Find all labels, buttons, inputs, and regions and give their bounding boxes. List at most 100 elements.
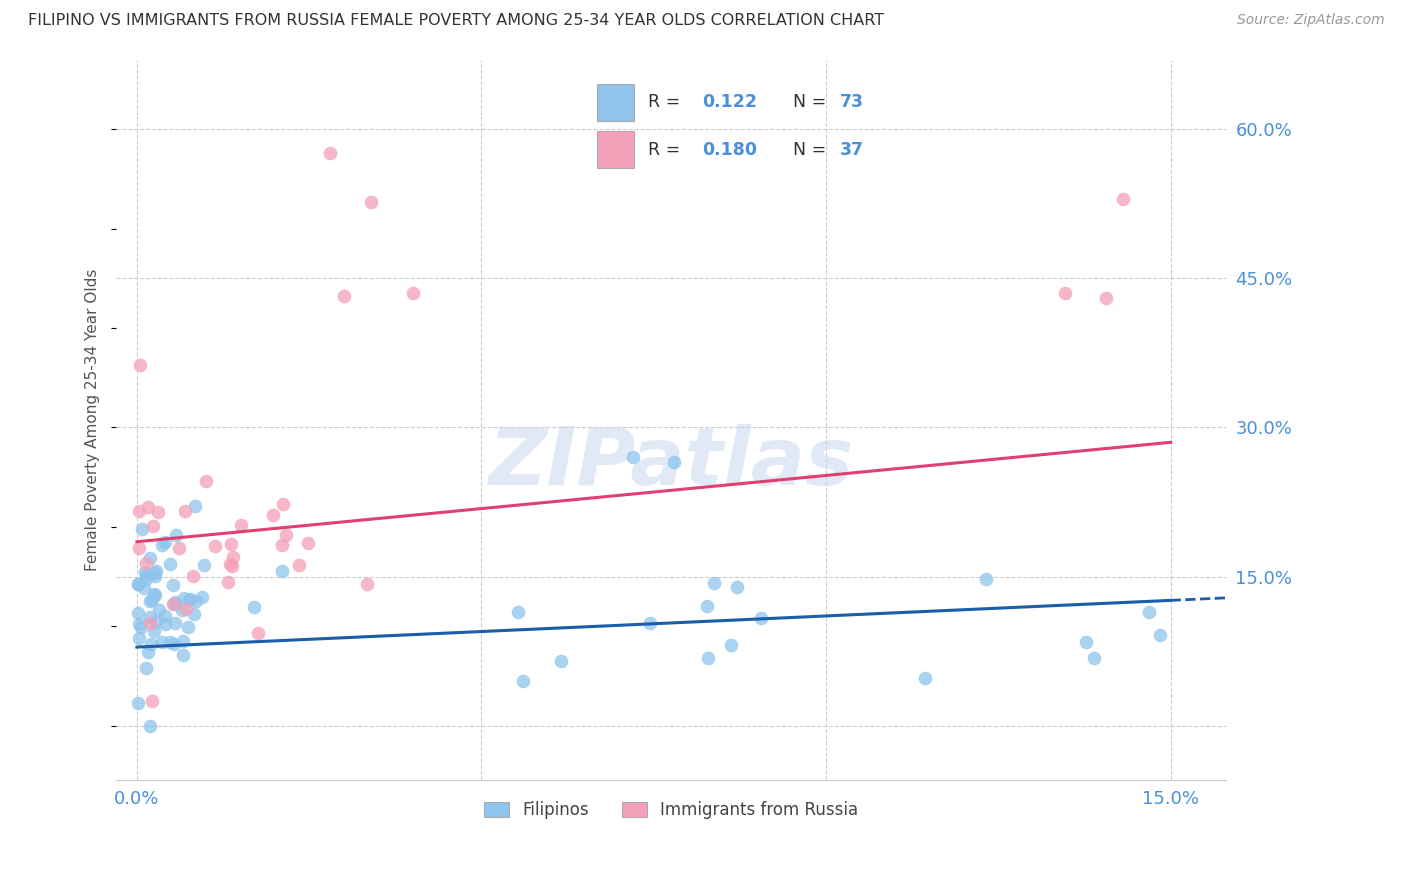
Point	[297, 536, 319, 550]
Point	[153, 534, 176, 549]
Point	[179, 592, 201, 607]
Text: R =: R =	[648, 141, 686, 159]
Point	[703, 576, 725, 591]
Point	[167, 541, 190, 555]
Point	[134, 581, 156, 595]
Point	[141, 592, 163, 607]
Point	[143, 566, 166, 580]
Point	[172, 648, 194, 662]
Point	[550, 654, 572, 668]
Point	[150, 634, 173, 648]
Text: 73: 73	[841, 94, 865, 112]
Point	[131, 619, 153, 633]
Point	[276, 528, 298, 542]
Point	[127, 577, 149, 591]
Point	[155, 608, 177, 623]
Point	[153, 616, 176, 631]
Point	[217, 574, 239, 589]
Point	[172, 603, 194, 617]
Point	[319, 146, 342, 161]
Point	[127, 577, 149, 591]
Point	[131, 522, 153, 536]
Point	[183, 607, 205, 622]
Text: 0.122: 0.122	[702, 94, 756, 112]
Point	[219, 537, 242, 551]
Point	[162, 597, 184, 611]
Y-axis label: Female Poverty Among 25-34 Year Olds: Female Poverty Among 25-34 Year Olds	[86, 268, 100, 571]
Point	[914, 671, 936, 685]
Point	[138, 718, 160, 732]
Point	[195, 474, 218, 488]
Point	[1137, 605, 1160, 619]
Point	[128, 631, 150, 645]
Point	[141, 636, 163, 650]
Point	[221, 549, 243, 564]
Point	[271, 497, 294, 511]
Point	[1053, 286, 1076, 301]
Point	[191, 591, 214, 605]
Point	[173, 591, 195, 605]
Point	[512, 673, 534, 688]
Point	[749, 611, 772, 625]
Point	[165, 595, 187, 609]
Point	[174, 503, 197, 517]
Point	[332, 289, 354, 303]
Point	[640, 616, 662, 631]
Point	[179, 593, 201, 607]
Point	[159, 634, 181, 648]
Text: FILIPINO VS IMMIGRANTS FROM RUSSIA FEMALE POVERTY AMONG 25-34 YEAR OLDS CORRELAT: FILIPINO VS IMMIGRANTS FROM RUSSIA FEMAL…	[28, 13, 884, 29]
Text: 0.180: 0.180	[702, 141, 756, 159]
Point	[128, 503, 150, 517]
Point	[246, 626, 269, 640]
Point	[135, 556, 157, 570]
Point	[148, 505, 170, 519]
Point	[135, 573, 157, 587]
Point	[401, 286, 423, 301]
Point	[165, 527, 187, 541]
Point	[270, 538, 292, 552]
Point	[135, 661, 157, 675]
Point	[174, 602, 197, 616]
Text: Source: ZipAtlas.com: Source: ZipAtlas.com	[1237, 13, 1385, 28]
Text: 37: 37	[841, 141, 865, 159]
Text: N =: N =	[793, 141, 832, 159]
FancyBboxPatch shape	[598, 84, 634, 121]
Point	[172, 633, 194, 648]
Point	[696, 599, 718, 614]
Point	[184, 593, 207, 607]
Point	[621, 450, 644, 465]
Point	[159, 557, 181, 571]
Text: ZIPatlas: ZIPatlas	[488, 425, 853, 502]
Point	[139, 594, 162, 608]
Point	[163, 615, 186, 630]
Point	[287, 558, 309, 572]
Point	[143, 588, 166, 602]
Point	[142, 519, 165, 533]
Point	[181, 569, 204, 583]
Point	[1149, 628, 1171, 642]
Legend: Filipinos, Immigrants from Russia: Filipinos, Immigrants from Russia	[477, 795, 865, 826]
Point	[193, 558, 215, 573]
Point	[720, 638, 742, 652]
Point	[976, 572, 998, 586]
Point	[229, 517, 252, 532]
Point	[136, 500, 159, 515]
Point	[162, 637, 184, 651]
Point	[163, 597, 186, 611]
Point	[139, 610, 162, 624]
Point	[136, 645, 159, 659]
Point	[129, 358, 152, 372]
Point	[184, 499, 207, 513]
Point	[262, 508, 284, 522]
Point	[138, 550, 160, 565]
Point	[177, 620, 200, 634]
Point	[1074, 635, 1097, 649]
Point	[142, 587, 165, 601]
Point	[664, 455, 686, 469]
Point	[148, 603, 170, 617]
Point	[128, 616, 150, 631]
Point	[135, 567, 157, 582]
Point	[242, 600, 264, 615]
Point	[270, 565, 292, 579]
Text: N =: N =	[793, 94, 832, 112]
